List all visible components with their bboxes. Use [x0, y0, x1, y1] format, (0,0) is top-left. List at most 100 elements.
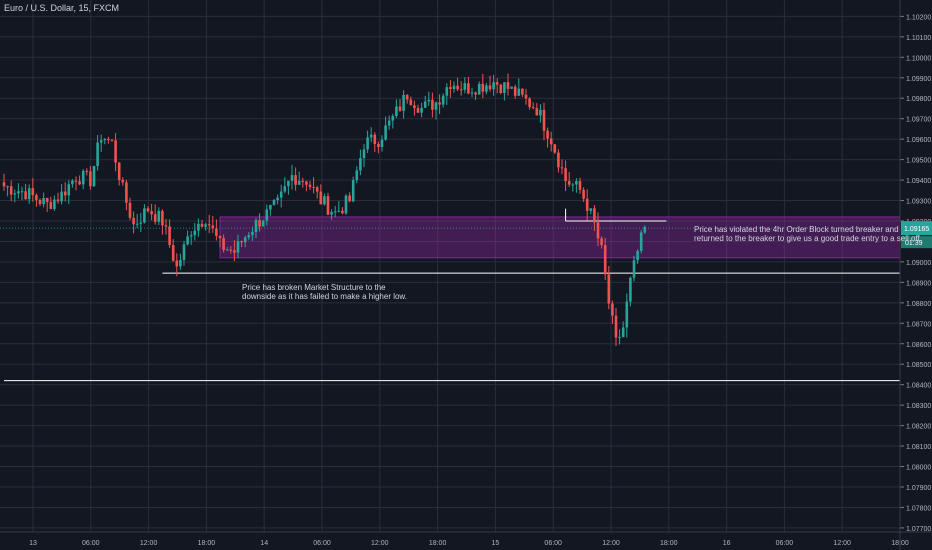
- candle-body: [315, 187, 319, 192]
- candle-body: [283, 186, 287, 192]
- candle-body: [506, 82, 510, 89]
- candle-body: [121, 180, 125, 183]
- y-tick-label: 1.09300: [906, 199, 931, 206]
- annotation-line: Price has broken Market Structure to the: [242, 283, 386, 292]
- candle-body: [24, 191, 27, 200]
- y-tick-label: 1.07900: [906, 485, 931, 492]
- candle-body: [186, 236, 189, 245]
- candle-body: [575, 181, 578, 185]
- x-tick-label: 12:00: [371, 540, 389, 547]
- candle-body: [74, 180, 78, 182]
- countdown-label: 01:39: [905, 240, 923, 247]
- price-markers: 1.09165 01:39: [0, 221, 932, 249]
- x-tick-label: 15: [492, 540, 500, 547]
- candle-body: [153, 214, 157, 222]
- candle-body: [373, 134, 377, 145]
- y-tick-label: 1.07800: [906, 505, 931, 512]
- candle-body: [215, 228, 218, 236]
- candle-body: [452, 85, 456, 89]
- order-block-zone: [219, 216, 901, 259]
- candle-body: [636, 250, 639, 261]
- candle-body: [380, 139, 384, 147]
- candle-body: [359, 158, 362, 171]
- candle-body: [513, 86, 517, 96]
- candle-body: [564, 168, 567, 182]
- y-tick-label: 1.08500: [906, 362, 931, 369]
- candle-body: [92, 165, 96, 187]
- candle-body: [207, 224, 211, 226]
- horizontal-levels: [4, 208, 900, 382]
- candle-body: [312, 186, 315, 188]
- candle-body: [431, 99, 434, 110]
- candle-body: [42, 197, 45, 205]
- x-tick-label: 18:00: [198, 540, 216, 547]
- candle-body: [611, 303, 614, 316]
- candle-body: [618, 336, 621, 338]
- candle-body: [474, 92, 477, 95]
- symbol-title: Euro / U.S. Dollar, 15, FXCM: [4, 3, 120, 13]
- candle-body: [287, 180, 290, 187]
- candle-body: [333, 211, 337, 213]
- candle-body: [38, 199, 42, 205]
- x-tick-label: 18:00: [660, 540, 678, 547]
- candle-body: [56, 199, 60, 202]
- candle-body: [539, 109, 542, 116]
- candle-body: [45, 197, 49, 203]
- candle-body: [427, 99, 431, 102]
- x-tick-label: 06:00: [82, 540, 100, 547]
- candle-body: [128, 202, 132, 218]
- y-tick-label: 1.09700: [906, 117, 931, 124]
- x-tick-label: 12:00: [602, 540, 620, 547]
- candle-body: [456, 85, 459, 90]
- x-tick-label: 06:00: [544, 540, 562, 547]
- candle-body: [546, 130, 549, 139]
- candle-body: [557, 152, 560, 168]
- candle-body: [132, 217, 135, 225]
- candle-body: [423, 101, 427, 108]
- candle-body: [49, 202, 53, 209]
- x-tick-label: 13: [29, 540, 37, 547]
- y-tick-label: 1.08900: [906, 280, 931, 287]
- candle-body: [603, 245, 607, 275]
- candle-body: [467, 83, 470, 94]
- y-tick-label: 1.08100: [906, 444, 931, 451]
- candle-body: [150, 211, 153, 215]
- annotation-line: Price has violated the 4hr Order Block t…: [694, 225, 899, 234]
- candle-body: [503, 82, 506, 93]
- y-tick-label: 1.07700: [906, 526, 931, 533]
- candle-body: [308, 184, 312, 187]
- candle-body: [117, 162, 121, 181]
- candle-body: [114, 140, 117, 163]
- candle-body: [369, 134, 373, 138]
- candle-body: [99, 140, 103, 143]
- candle-body: [110, 139, 114, 141]
- candle-body: [600, 238, 603, 246]
- candle-body: [319, 191, 323, 205]
- candle-body: [589, 208, 593, 211]
- candle-body: [463, 83, 467, 90]
- candle-body: [596, 222, 600, 239]
- candle-body: [438, 102, 441, 105]
- candle-body: [614, 315, 618, 338]
- y-tick-label: 1.09000: [906, 260, 931, 267]
- candle-body: [420, 107, 423, 113]
- candle-body: [294, 175, 297, 185]
- candle-body: [387, 120, 391, 126]
- last-price-badge: [901, 221, 932, 236]
- candle-body: [297, 180, 301, 185]
- candle-body: [459, 89, 463, 91]
- candle-body: [161, 210, 164, 226]
- grid: [0, 0, 901, 532]
- candle-body: [535, 108, 539, 116]
- candle-body: [395, 106, 398, 117]
- candle-body: [233, 250, 236, 253]
- candle-body: [168, 226, 171, 245]
- y-tick-label: 1.08000: [906, 465, 931, 472]
- candle-body: [326, 196, 330, 215]
- candle-body: [524, 94, 528, 99]
- candle-body: [290, 175, 294, 181]
- y-tick-label: 1.08400: [906, 383, 931, 390]
- candle-body: [301, 180, 305, 182]
